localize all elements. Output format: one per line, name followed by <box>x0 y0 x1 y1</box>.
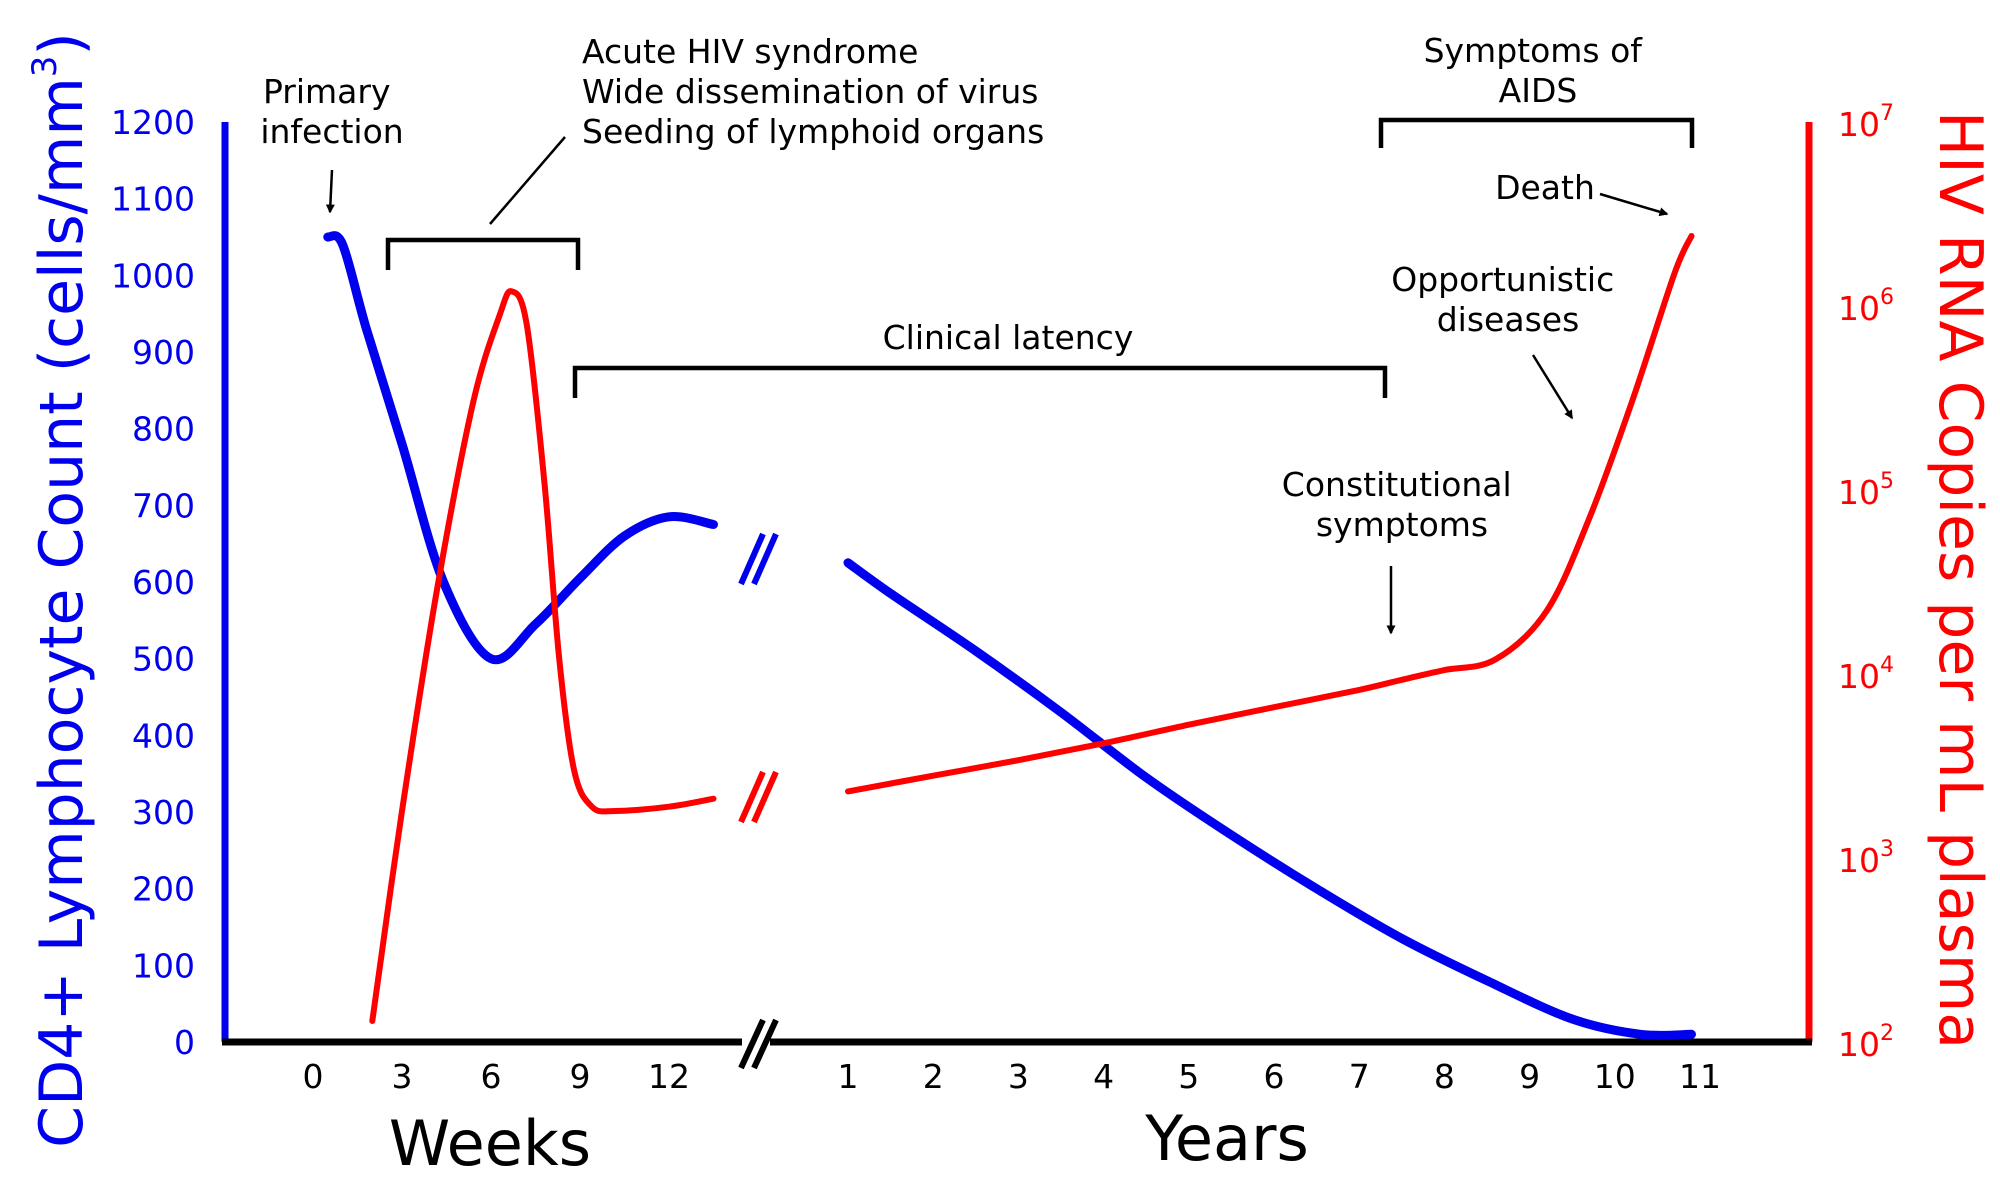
aids-bracket <box>1378 117 1695 148</box>
x-tick-label-years: 1 <box>838 1057 859 1096</box>
left-tick-label: 100 <box>132 946 195 985</box>
x-tick-label-weeks: 6 <box>481 1057 502 1096</box>
rna-series-years <box>845 233 1695 795</box>
right-tick-label: 106 <box>1838 285 1894 328</box>
primary-infection-label: Primary infection <box>260 72 403 151</box>
acute-label: Acute HIV syndrome Wide dissemination of… <box>582 32 1049 151</box>
left-tick-label: 0 <box>174 1023 195 1062</box>
cd4-series-break <box>738 532 779 586</box>
left-tick-label: 300 <box>132 793 195 832</box>
constitutional-label: Constitutional symptoms <box>1282 465 1522 544</box>
opportunistic-label: Opportunistic diseases <box>1391 260 1625 339</box>
x-tick-label-years: 3 <box>1008 1057 1029 1096</box>
death-arrow <box>1599 192 1669 217</box>
x-tick-label-years: 4 <box>1093 1057 1114 1096</box>
aids-label: Symptoms of AIDS <box>1424 31 1653 110</box>
x-tick-label-years: 5 <box>1178 1057 1199 1096</box>
rna-series-break <box>738 770 779 824</box>
x-tick-label-years: 8 <box>1434 1057 1455 1096</box>
death-label: Death <box>1495 168 1595 207</box>
latency-bracket <box>572 365 1388 398</box>
x-tick-label-years: 9 <box>1519 1057 1540 1096</box>
left-tick-label: 900 <box>132 333 195 372</box>
left-tick-label: 400 <box>132 716 195 755</box>
right-tick-label: 105 <box>1838 469 1894 512</box>
cd4-series-years <box>843 558 1696 1040</box>
x-tick-label-weeks: 3 <box>392 1057 413 1096</box>
left-tick-label: 800 <box>132 410 195 449</box>
acute-leader-line <box>489 136 566 225</box>
x-axis-break <box>738 1018 779 1070</box>
x-tick-label-years: 7 <box>1349 1057 1370 1096</box>
cd4-series-weeks <box>323 231 718 665</box>
left-tick-label: 1100 <box>111 180 195 219</box>
years-label: Years <box>1144 1102 1309 1175</box>
left-tick-label: 600 <box>132 563 195 602</box>
x-tick-label-years: 11 <box>1679 1057 1721 1096</box>
weeks-label: Weeks <box>389 1107 591 1180</box>
right-tick-label: 103 <box>1838 837 1894 880</box>
x-tick-label-years: 10 <box>1594 1057 1636 1096</box>
left-tick-label: 1000 <box>111 256 195 295</box>
right-tick-label: 102 <box>1838 1021 1894 1064</box>
right-tick-label: 107 <box>1838 101 1894 144</box>
right-y-label: HIV RNA Copies per mL plasma <box>1925 111 1995 1049</box>
left-tick-label: 1200 <box>111 103 195 142</box>
left-tick-label: 700 <box>132 486 195 525</box>
x-tick-labels: 0 3 6 9 12 1 2 3 4 5 6 7 8 9 10 11 <box>303 1057 1722 1096</box>
left-tick-label: 200 <box>132 870 195 909</box>
x-tick-label-weeks: 9 <box>570 1057 591 1096</box>
right-tick-labels: 102 103 104 105 106 107 <box>1838 101 1894 1064</box>
left-tick-labels: 0 100 200 300 400 500 600 700 800 900 1000 1100 1200 <box>111 103 195 1062</box>
x-tick-label-weeks: 12 <box>648 1057 690 1096</box>
rna-series-weeks <box>369 288 717 1024</box>
left-tick-label: 500 <box>132 640 195 679</box>
right-tick-label: 104 <box>1838 653 1894 696</box>
x-tick-label-weeks: 0 <box>303 1057 324 1096</box>
left-y-label: CD4+ Lymphocyte Count (cells/mm3) <box>25 32 97 1148</box>
primary-infection-arrow <box>325 169 335 214</box>
acute-bracket <box>385 237 581 270</box>
x-tick-label-years: 6 <box>1264 1057 1285 1096</box>
x-tick-label-years: 2 <box>923 1057 944 1096</box>
latency-label: Clinical latency <box>883 318 1134 357</box>
opportunistic-arrow <box>1531 354 1574 420</box>
